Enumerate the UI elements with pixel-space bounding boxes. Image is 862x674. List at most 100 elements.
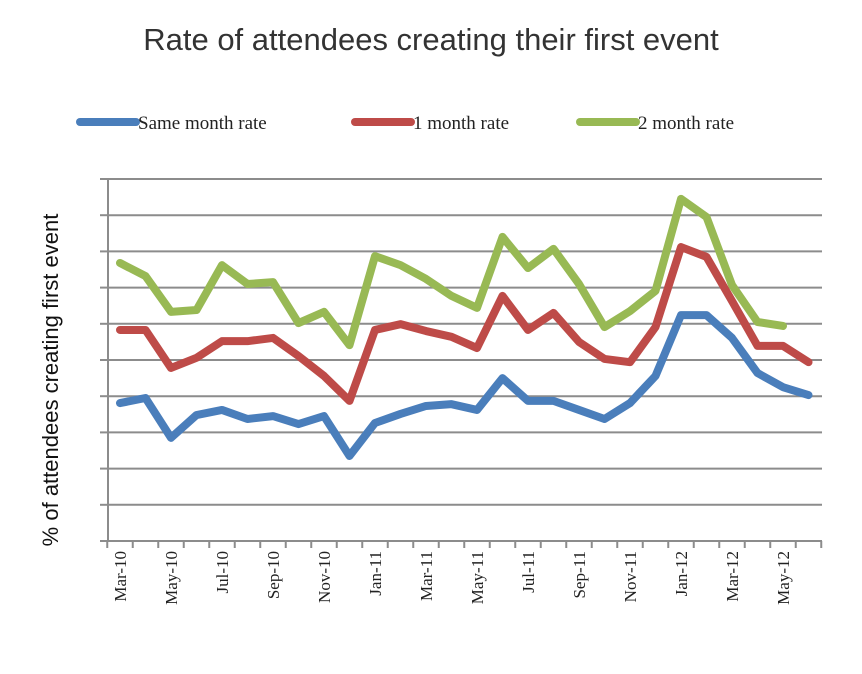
data-point [349, 344, 350, 346]
data-point [170, 311, 172, 313]
data-point [808, 361, 809, 363]
x-tick-label: Mar-11 [417, 551, 436, 601]
data-point [400, 413, 401, 415]
x-tick-label: Nov-10 [315, 551, 334, 603]
series-line-1-month-rate [116, 243, 813, 405]
series-line-same-month-rate [116, 311, 813, 460]
data-point [170, 367, 172, 369]
data-point [731, 300, 733, 302]
data-point [196, 414, 197, 416]
data-point [706, 314, 707, 316]
data-point [527, 267, 529, 269]
data-point [604, 358, 605, 360]
data-point [476, 307, 478, 309]
data-point [119, 402, 121, 404]
data-point [655, 375, 656, 377]
data-point [349, 455, 350, 457]
data-point [680, 198, 682, 200]
data-point [731, 337, 733, 339]
data-point [527, 400, 529, 402]
data-point [298, 355, 299, 357]
data-point [374, 422, 376, 424]
data-point [400, 323, 401, 325]
data-point [502, 295, 503, 297]
data-point [629, 402, 631, 404]
data-point [247, 418, 248, 420]
x-tick-label: Jul-10 [213, 551, 232, 594]
data-point [578, 409, 580, 411]
data-point [119, 262, 121, 264]
data-point [782, 386, 784, 388]
data-point [553, 248, 554, 250]
data-point [706, 256, 707, 258]
legend-label: 2 month rate [638, 113, 734, 134]
data-point [553, 400, 554, 402]
data-point [629, 361, 631, 363]
data-point [808, 394, 809, 396]
data-point [604, 418, 605, 420]
data-point [272, 281, 274, 283]
data-point [298, 423, 299, 425]
data-point [425, 330, 427, 332]
data-point [680, 314, 682, 316]
x-tick-labels: Mar-10 May-10 Jul-10 Sep-10 Nov-10 Jan-11 Mar-… [111, 551, 793, 605]
data-point [145, 329, 146, 331]
x-tick-label: Sep-11 [570, 551, 589, 599]
axes [100, 178, 823, 548]
x-tick-label: May-11 [468, 551, 487, 604]
data-point [502, 236, 503, 238]
x-tick-label: Mar-12 [723, 551, 742, 602]
data-point [298, 322, 299, 324]
data-point [706, 216, 707, 218]
data-point [119, 329, 121, 331]
x-tick-label: Jul-11 [519, 551, 538, 593]
data-point [247, 283, 248, 285]
data-point [578, 283, 580, 285]
data-point [272, 415, 274, 417]
data-point [323, 415, 325, 417]
data-point [272, 337, 274, 339]
data-point [476, 347, 478, 349]
data-point [731, 284, 733, 286]
chart-title: Rate of attendees creating their first e… [143, 22, 719, 57]
data-point [629, 310, 631, 312]
data-point [757, 345, 758, 347]
data-point [145, 275, 146, 277]
legend: Same month rate 1 month rate 2 month rate [76, 113, 734, 134]
data-point [451, 403, 452, 405]
data-point [349, 400, 350, 402]
data-point [145, 397, 146, 399]
data-point [782, 345, 784, 347]
data-point [527, 329, 529, 331]
data-point [757, 372, 758, 374]
data-point [170, 437, 172, 439]
data-point [196, 309, 197, 311]
data-point [680, 246, 682, 248]
data-point [502, 377, 503, 379]
data-point [323, 311, 325, 313]
data-point [196, 357, 197, 359]
data-point [221, 409, 223, 411]
data-point [757, 321, 758, 323]
data-point [655, 326, 656, 328]
data-point [451, 295, 452, 297]
data-point [400, 264, 401, 266]
legend-label: 1 month rate [413, 113, 509, 134]
data-point [221, 340, 223, 342]
gridlines [108, 178, 822, 506]
data-point [604, 326, 605, 328]
y-axis-label: % of attendees creating first event [38, 214, 63, 547]
data-point [451, 336, 452, 338]
data-point [476, 409, 478, 411]
data-point [247, 340, 248, 342]
data-point [374, 329, 376, 331]
x-tick-label: Nov-11 [621, 551, 640, 602]
x-tick-label: May-10 [162, 551, 181, 605]
data-point [578, 341, 580, 343]
x-tick-label: May-12 [774, 551, 793, 605]
data-point [425, 278, 427, 280]
x-tick-label: Sep-10 [264, 551, 283, 599]
x-tick-label: Mar-10 [111, 551, 130, 602]
x-tick-label: Jan-12 [672, 551, 691, 596]
